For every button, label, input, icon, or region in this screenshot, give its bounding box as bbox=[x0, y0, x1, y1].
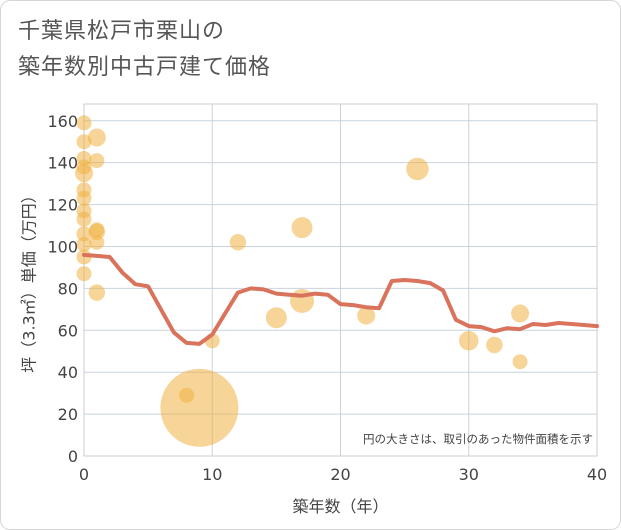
bubble-point bbox=[76, 190, 92, 206]
bubble-point bbox=[87, 128, 106, 147]
y-tick-label: 0 bbox=[68, 447, 78, 466]
y-tick-labels: 0 20 40 60 80 100 120 140 160 bbox=[47, 112, 78, 466]
bubble-series bbox=[75, 115, 530, 447]
trend-line bbox=[82, 252, 599, 346]
bubble-point bbox=[89, 234, 105, 250]
bubble-point bbox=[76, 226, 92, 242]
x-tick-label: 10 bbox=[202, 465, 222, 484]
bubble-point bbox=[88, 223, 106, 241]
x-tick-label: 20 bbox=[330, 465, 350, 484]
bubble-point bbox=[291, 217, 313, 239]
chart-title: 千葉県松戸市栗山の 築年数別中古戸建て価格 bbox=[18, 14, 271, 86]
y-tick-label: 20 bbox=[58, 405, 78, 424]
y-tick-label: 80 bbox=[58, 279, 78, 298]
bubble-point bbox=[511, 304, 530, 323]
bubble-point bbox=[512, 354, 528, 370]
y-tick-label: 120 bbox=[47, 196, 78, 215]
bubble-point bbox=[76, 236, 92, 252]
bubble-point bbox=[265, 307, 287, 329]
bubble-point bbox=[160, 368, 239, 447]
bubble-point bbox=[229, 234, 247, 251]
bubble-point bbox=[76, 211, 92, 227]
x-tick-labels: 0 10 20 30 40 bbox=[79, 465, 607, 484]
bubble-point bbox=[406, 157, 429, 181]
bubble-point bbox=[357, 306, 376, 325]
bubble-point bbox=[89, 153, 105, 169]
y-tick-label: 160 bbox=[47, 112, 78, 131]
bubble-point bbox=[76, 115, 92, 131]
y-tick-label: 40 bbox=[58, 363, 78, 382]
y-tick-label: 140 bbox=[47, 154, 78, 173]
y-tick-label: 100 bbox=[47, 237, 78, 256]
bubble-point bbox=[486, 336, 503, 354]
bubble-point bbox=[76, 134, 92, 150]
x-tick-label: 0 bbox=[79, 465, 89, 484]
x-tick-label: 30 bbox=[459, 465, 479, 484]
bubble-point bbox=[459, 331, 479, 351]
title-line-1: 千葉県松戸市栗山の bbox=[18, 19, 226, 44]
bubble-point bbox=[75, 164, 93, 183]
chart-annotation: 円の大きさは、取引のあった物件面積を示す bbox=[363, 432, 593, 446]
x-axis-label: 築年数（年） bbox=[292, 497, 388, 516]
y-axis-label: 坪（3.3㎡）単価（万円） bbox=[20, 187, 39, 372]
y-tick-label: 60 bbox=[58, 321, 78, 340]
x-tick-label: 40 bbox=[587, 465, 607, 484]
bubble-point bbox=[88, 284, 106, 301]
bubble-point bbox=[76, 266, 92, 282]
title-line-2: 築年数別中古戸建て価格 bbox=[18, 55, 272, 80]
